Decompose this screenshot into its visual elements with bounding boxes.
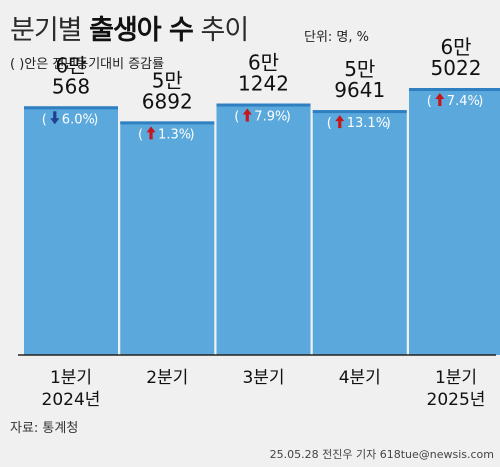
bar-group <box>216 103 311 355</box>
change-paren-close: ) <box>286 110 291 125</box>
value-label: 5만 9641 <box>334 57 385 102</box>
up-arrow-icon <box>335 115 345 129</box>
bar-top-edge <box>24 106 118 110</box>
bar <box>24 106 118 355</box>
bar-group <box>312 110 407 355</box>
value-label-line: 5022 <box>431 56 482 80</box>
value-label-line: 6만 <box>248 51 279 75</box>
chart-title: 분기별 출생아 수 추이 <box>10 8 249 47</box>
change-paren-close: ) <box>478 94 483 109</box>
unit-label: 단위: 명, % <box>304 30 370 45</box>
change-label: 1.3% <box>158 127 191 142</box>
subtitle: ( )안은 전년동기대비 증감률 <box>10 57 165 72</box>
change-label: 13.1% <box>347 116 388 131</box>
bar-group <box>409 88 500 356</box>
title-light: 분기별 <box>10 15 83 46</box>
x-tick-label: 2분기 <box>146 368 188 388</box>
bar-top-edge <box>216 103 311 107</box>
up-arrow-icon <box>146 126 156 140</box>
value-label-line: 9641 <box>334 78 385 102</box>
value-label-line: 5만 <box>152 68 183 92</box>
bar <box>120 121 215 355</box>
change-paren-open: ( <box>42 112 47 127</box>
value-label-line: 6만 <box>440 35 471 59</box>
bar <box>409 88 500 356</box>
value-label-line: 1242 <box>238 72 289 96</box>
bar <box>312 110 407 355</box>
change-label: 6.0% <box>62 112 95 127</box>
bar <box>216 103 311 355</box>
bar-group <box>24 106 118 355</box>
up-arrow-icon <box>242 108 252 122</box>
x-tick-label: 1분기 <box>435 368 477 388</box>
value-label: 6만 5022 <box>431 35 482 80</box>
bar-top-edge <box>312 110 407 114</box>
change-paren-close: ) <box>93 112 98 127</box>
change-paren-open: ( <box>427 94 432 109</box>
change-paren-open: ( <box>327 116 332 131</box>
change-paren-close: ) <box>386 116 391 131</box>
title-bold: 출생아 수 <box>89 15 194 46</box>
change-label: 7.9% <box>254 110 287 125</box>
value-label-line: 6892 <box>142 89 193 113</box>
value-label: 5만 6892 <box>142 68 193 113</box>
title-suffix: 추이 <box>200 15 249 46</box>
x-tick-label: 2024년 <box>42 390 101 410</box>
change-paren-close: ) <box>189 127 194 142</box>
up-arrow-icon <box>435 93 445 107</box>
value-label-line: 5만 <box>344 57 375 81</box>
x-tick-label: 1분기 <box>50 368 92 388</box>
x-tick-label: 2025년 <box>427 390 486 410</box>
value-label: 6만 568 <box>52 53 90 98</box>
value-label-line: 6만 <box>55 53 86 77</box>
source-label: 자료: 통계청 <box>10 421 79 436</box>
change-paren-open: ( <box>138 127 143 142</box>
change-paren-open: ( <box>234 110 239 125</box>
value-label-line: 568 <box>52 74 90 98</box>
value-label: 6만 1242 <box>238 51 289 96</box>
x-tick-label: 3분기 <box>242 368 284 388</box>
change-label: 7.4% <box>447 94 480 109</box>
x-tick-label: 4분기 <box>339 368 381 388</box>
bar-group <box>120 121 215 355</box>
credit-label: 25.05.28 전진우 기자 618tue@newsis.com <box>269 448 494 461</box>
bar-top-edge <box>120 121 215 125</box>
down-arrow-icon <box>50 111 60 125</box>
bar-top-edge <box>409 88 500 92</box>
